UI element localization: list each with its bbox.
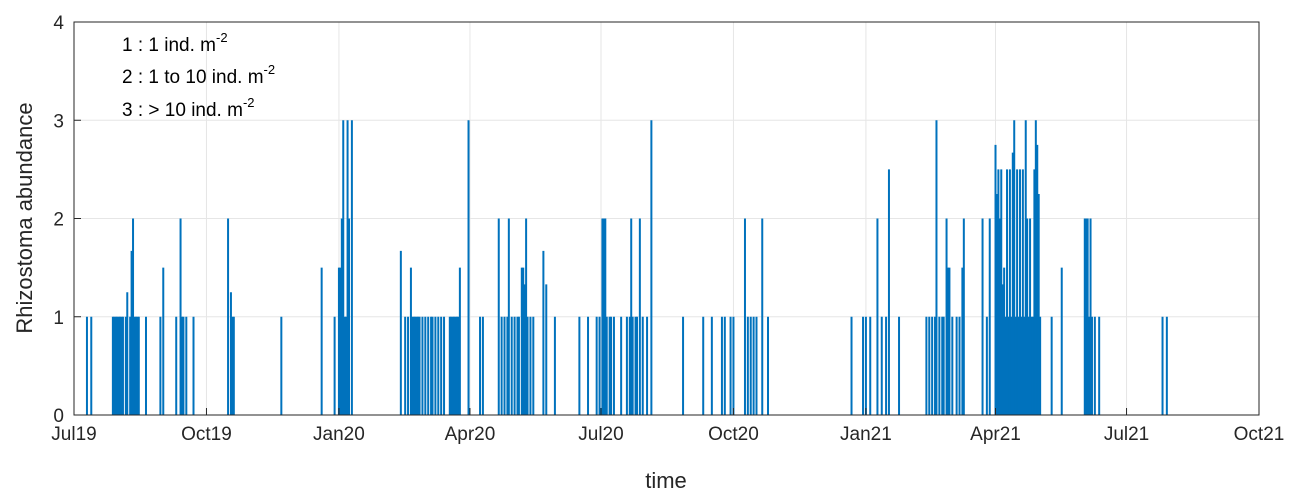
legend-entry-2-text: 2 : 1 to 10 ind. m [122,67,264,88]
x-tick-label: Oct20 [708,424,759,445]
x-axis-label: time [645,468,687,492]
x-tick-label: Jul21 [1104,424,1149,445]
y-tick-label: 2 [53,210,64,231]
legend-entry-2: 2 : 1 to 10 ind. m-2 [122,62,275,88]
legend-entry-2-sup: -2 [264,62,276,77]
x-tick-label: Oct21 [1234,424,1285,445]
bars [85,120,1168,415]
legend-entry-1: 1 : 1 ind. m-2 [122,30,228,56]
y-tick-label: 1 [53,308,64,329]
x-tick-label: Apr20 [445,424,496,445]
legend: 1 : 1 ind. m-2 2 : 1 to 10 ind. m-2 3 : … [122,30,275,121]
legend-entry-3: 3 : > 10 ind. m-2 [122,95,255,121]
y-tick-label: 4 [53,13,64,34]
x-tick-label: Oct19 [181,424,232,445]
x-tick-label: Apr21 [970,424,1021,445]
x-tick-label: Jan21 [840,424,892,445]
legend-entry-1-text: 1 : 1 ind. m [122,35,216,56]
y-axis-label: Rhizostoma abundance [12,102,37,333]
legend-entry-3-text: 3 : > 10 ind. m [122,100,243,121]
axis-ticks: Jul19 Oct19 Jan20 Apr20 Jul20 Oct20 Jan21 Apr21… [51,13,1284,445]
y-tick-label: 3 [53,111,64,132]
y-tick-label: 0 [53,406,64,427]
legend-entry-3-sup: -2 [243,95,255,110]
x-tick-label: Jul19 [51,424,96,445]
legend-entry-1-sup: -2 [216,30,228,45]
x-tick-label: Jul20 [578,424,623,445]
x-tick-label: Jan20 [313,424,365,445]
